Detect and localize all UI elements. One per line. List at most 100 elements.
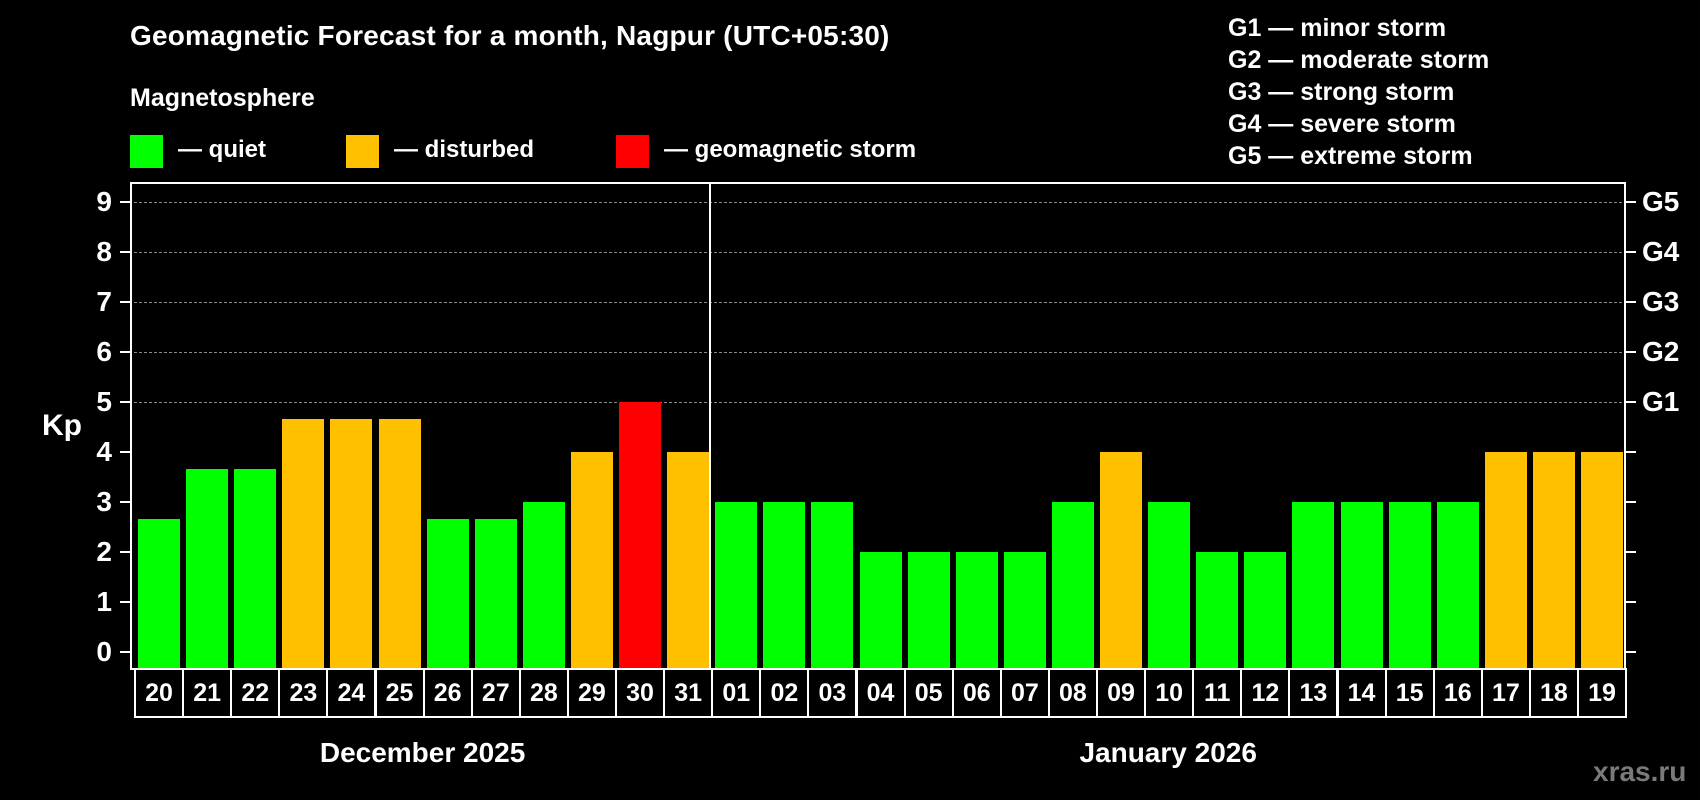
watermark: xras.ru	[1593, 756, 1687, 787]
y-tick-label: 6	[96, 336, 112, 367]
bar-17-disturbed[interactable]	[1484, 452, 1527, 668]
g-scale-label: G1	[1642, 386, 1680, 417]
bar-16-quiet[interactable]	[1436, 502, 1479, 668]
y-tick-label: 5	[96, 386, 112, 417]
y2-tick-3	[1626, 501, 1636, 503]
bar-03-quiet[interactable]	[811, 502, 854, 668]
y2-tick-8	[1626, 251, 1636, 253]
bar-09-disturbed[interactable]	[1100, 452, 1142, 668]
storm-scale-g1: G1 — minor storm	[1228, 14, 1447, 42]
date-label: 01	[711, 668, 762, 718]
bar-20-quiet[interactable]	[138, 518, 180, 668]
date-label: 11	[1192, 668, 1243, 718]
storm-scale-g3: G3 — strong storm	[1228, 78, 1455, 106]
quiet-swatch-icon	[130, 135, 163, 168]
date-label: 06	[951, 668, 1002, 718]
date-label: 13	[1288, 668, 1339, 718]
storm-scale-g4: G4 — severe storm	[1228, 110, 1456, 138]
gridline-kp-5	[134, 402, 1622, 403]
y-tick-label: 7	[96, 286, 112, 317]
date-label: 12	[1240, 668, 1291, 718]
bar-24-disturbed[interactable]	[330, 418, 373, 668]
date-label: 02	[759, 668, 810, 718]
bar-27-quiet[interactable]	[474, 518, 517, 668]
bar-23-disturbed[interactable]	[282, 418, 325, 668]
y-tick-label: 9	[96, 186, 112, 217]
date-label: 03	[807, 668, 858, 718]
y-tick-1	[120, 601, 130, 603]
gridline-kp-7	[134, 302, 1622, 303]
bar-02-quiet[interactable]	[763, 502, 806, 668]
y2-tick-2	[1626, 551, 1636, 553]
date-label: 29	[566, 668, 617, 718]
month-label: December 2025	[319, 737, 526, 768]
bar-26-quiet[interactable]	[426, 518, 469, 668]
storm-scale-legend: G1 — minor storm G2 — moderate storm G3 …	[1228, 12, 1489, 172]
y-tick-9	[120, 201, 130, 203]
y-tick-6	[120, 351, 130, 353]
date-label: 07	[999, 668, 1050, 718]
bar-07-quiet[interactable]	[1003, 552, 1046, 668]
date-label: 16	[1432, 668, 1483, 718]
bar-06-quiet[interactable]	[955, 552, 998, 668]
bar-31-disturbed[interactable]	[667, 452, 710, 668]
bar-18-disturbed[interactable]	[1532, 452, 1575, 668]
bar-29-disturbed[interactable]	[570, 452, 613, 668]
bar-15-quiet[interactable]	[1388, 502, 1431, 668]
bar-30-storm[interactable]	[619, 402, 661, 668]
date-label: 20	[134, 668, 185, 718]
y-tick-5	[120, 401, 130, 403]
y2-tick-0	[1626, 651, 1636, 653]
date-label: 18	[1528, 668, 1579, 718]
bar-13-quiet[interactable]	[1292, 502, 1335, 668]
bar-22-quiet[interactable]	[234, 468, 277, 668]
gridline-kp-8	[134, 252, 1622, 253]
disturbed-swatch-icon	[346, 135, 379, 168]
date-label: 28	[518, 668, 569, 718]
date-label: 04	[855, 668, 906, 718]
bar-08-quiet[interactable]	[1051, 502, 1094, 668]
y-tick-0	[120, 651, 130, 653]
y2-tick-1	[1626, 601, 1636, 603]
y-tick-label: 8	[96, 236, 112, 267]
section-label: Magnetosphere	[130, 84, 315, 112]
bar-04-quiet[interactable]	[859, 552, 902, 668]
bar-01-quiet[interactable]	[715, 502, 758, 668]
date-label: 24	[326, 668, 377, 718]
date-label: 25	[374, 668, 425, 718]
bar-12-quiet[interactable]	[1244, 552, 1287, 668]
y2-tick-7	[1626, 301, 1636, 303]
g-scale-label: G5	[1642, 186, 1680, 217]
g-scale-label: G2	[1642, 336, 1680, 367]
date-label: 30	[615, 668, 666, 718]
y-tick-8	[120, 251, 130, 253]
legend-quiet: — quiet	[130, 135, 266, 168]
bar-21-quiet[interactable]	[186, 468, 229, 668]
y-tick-label: 4	[96, 436, 112, 467]
legend-storm: — geomagnetic storm	[616, 135, 916, 168]
bar-19-disturbed[interactable]	[1581, 452, 1623, 668]
date-label: 22	[230, 668, 281, 718]
y-tick-label: 3	[96, 486, 112, 517]
y-tick-3	[120, 501, 130, 503]
bar-11-quiet[interactable]	[1196, 552, 1239, 668]
bar-14-quiet[interactable]	[1340, 502, 1383, 668]
y2-tick-6	[1626, 351, 1636, 353]
legend-disturbed-label: — disturbed	[394, 135, 535, 163]
bar-10-quiet[interactable]	[1148, 502, 1191, 668]
bar-05-quiet[interactable]	[907, 552, 950, 668]
gridline-kp-6	[134, 352, 1622, 353]
y-tick-7	[120, 301, 130, 303]
date-label: 23	[278, 668, 329, 718]
storm-swatch-icon	[616, 135, 649, 168]
y2-tick-4	[1626, 451, 1636, 453]
y-tick-label: 0	[96, 636, 112, 667]
month-divider	[709, 182, 712, 670]
date-label: 15	[1384, 668, 1435, 718]
storm-scale-g2: G2 — moderate storm	[1228, 46, 1490, 74]
bar-25-disturbed[interactable]	[378, 418, 421, 668]
date-label: 26	[422, 668, 473, 718]
date-label: 09	[1096, 668, 1147, 718]
date-label: 17	[1480, 668, 1531, 718]
bar-28-quiet[interactable]	[522, 502, 565, 668]
